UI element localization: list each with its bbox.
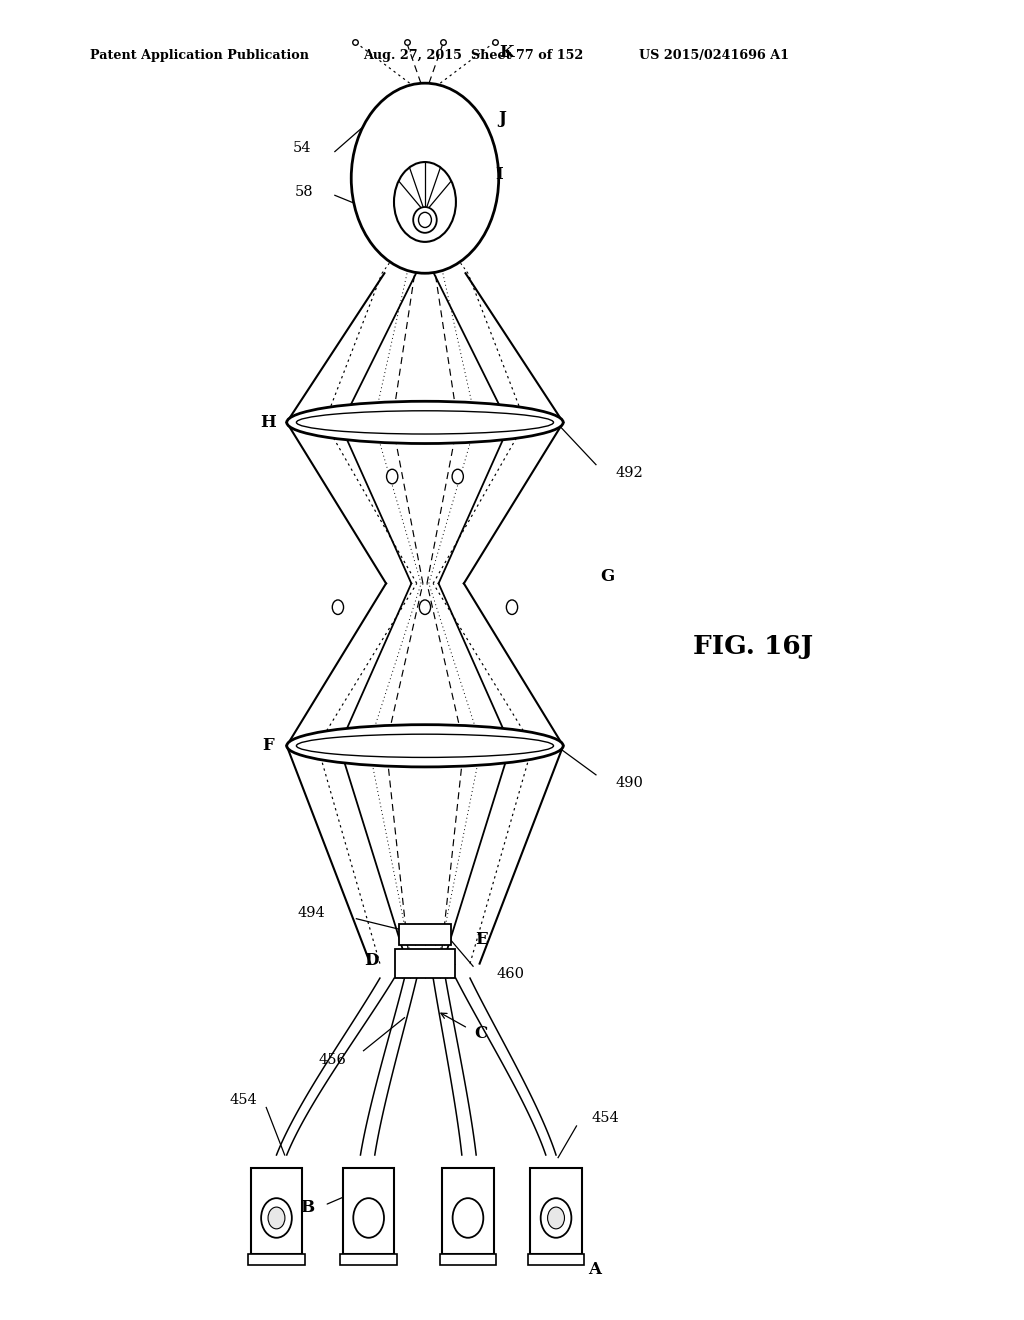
Text: Aug. 27, 2015  Sheet 77 of 152: Aug. 27, 2015 Sheet 77 of 152: [364, 49, 584, 62]
Bar: [442, 1168, 494, 1254]
Circle shape: [453, 1199, 483, 1238]
Text: J: J: [498, 111, 506, 127]
Text: 492: 492: [615, 466, 644, 479]
Bar: [340, 1254, 396, 1265]
Text: 456: 456: [318, 1053, 347, 1067]
Text: H: H: [260, 414, 276, 430]
Text: F: F: [262, 738, 274, 754]
Ellipse shape: [351, 83, 499, 273]
Text: 454: 454: [591, 1111, 620, 1125]
Text: 494: 494: [297, 907, 326, 920]
Ellipse shape: [296, 734, 554, 758]
Text: 54: 54: [293, 141, 311, 154]
Text: Patent Application Publication: Patent Application Publication: [90, 49, 309, 62]
Text: G: G: [600, 569, 614, 585]
Ellipse shape: [394, 162, 456, 242]
Ellipse shape: [414, 207, 436, 232]
Ellipse shape: [296, 411, 554, 434]
Text: FIG. 16J: FIG. 16J: [692, 635, 813, 659]
Bar: [251, 1168, 302, 1254]
Text: 454: 454: [229, 1093, 258, 1106]
Text: A: A: [589, 1262, 601, 1278]
Circle shape: [353, 1199, 384, 1238]
Circle shape: [387, 470, 397, 483]
Circle shape: [541, 1199, 571, 1238]
Ellipse shape: [287, 725, 563, 767]
Text: E: E: [475, 932, 487, 948]
Circle shape: [548, 1206, 564, 1229]
Circle shape: [452, 470, 463, 483]
Text: B: B: [300, 1200, 314, 1216]
Text: C: C: [475, 1026, 487, 1041]
Text: D: D: [365, 953, 379, 969]
Text: 460: 460: [497, 968, 525, 981]
Ellipse shape: [419, 213, 431, 227]
Bar: [343, 1168, 394, 1254]
Bar: [528, 1254, 584, 1265]
Text: 490: 490: [615, 776, 644, 789]
Circle shape: [261, 1199, 292, 1238]
Ellipse shape: [287, 401, 563, 444]
Bar: [530, 1168, 582, 1254]
Text: US 2015/0241696 A1: US 2015/0241696 A1: [639, 49, 788, 62]
Text: K: K: [500, 45, 514, 61]
Circle shape: [332, 599, 343, 614]
Circle shape: [268, 1206, 285, 1229]
Bar: [395, 949, 455, 978]
Bar: [399, 924, 451, 945]
Circle shape: [420, 599, 430, 614]
Bar: [249, 1254, 305, 1265]
Circle shape: [506, 599, 517, 614]
Text: 58: 58: [295, 185, 313, 199]
Bar: [439, 1254, 496, 1265]
Text: I: I: [495, 166, 503, 182]
